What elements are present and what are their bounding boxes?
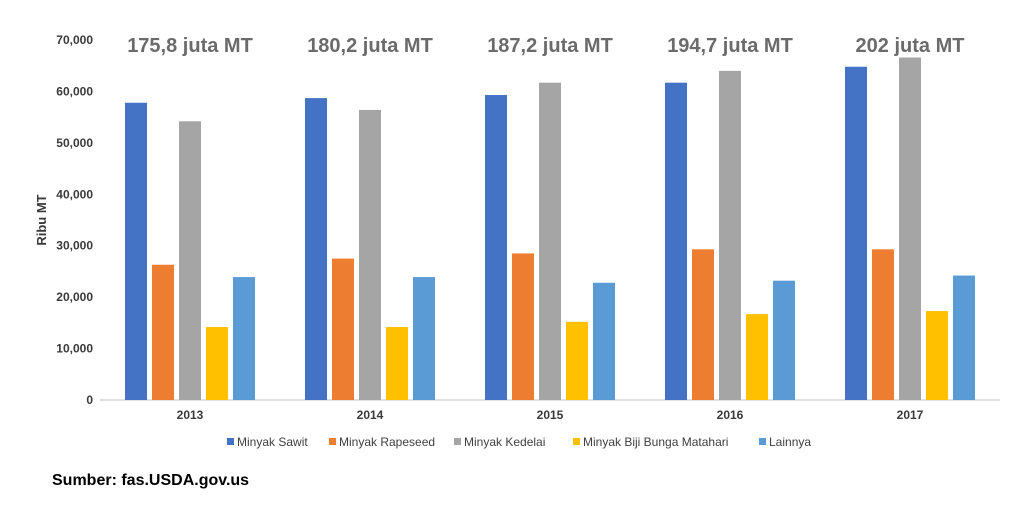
legend-swatch (227, 438, 234, 445)
bar-minyak-biji-bunga-matahari (746, 314, 768, 400)
y-tick-label: 30,000 (56, 239, 93, 253)
bar-minyak-sawit (125, 102, 147, 400)
bar-minyak-biji-bunga-matahari (926, 311, 948, 400)
total-annotation: 194,7 juta MT (667, 35, 793, 57)
y-tick-label: 0 (86, 393, 93, 407)
bar-minyak-sawit (305, 98, 327, 400)
x-tick-label: 2013 (177, 408, 204, 422)
bar-minyak-kedelai (539, 82, 561, 400)
bar-minyak-rapeseed (872, 249, 894, 400)
y-tick-label: 40,000 (56, 187, 93, 201)
x-tick-label: 2015 (537, 408, 564, 422)
bar-lainnya (593, 282, 615, 400)
bar-minyak-biji-bunga-matahari (206, 326, 228, 400)
x-tick-label: 2016 (717, 408, 744, 422)
y-tick-label: 20,000 (56, 290, 93, 304)
bar-minyak-sawit (845, 66, 867, 400)
bar-minyak-kedelai (899, 57, 921, 400)
total-annotation: 180,2 juta MT (307, 35, 433, 57)
bar-minyak-rapeseed (152, 264, 174, 400)
total-annotation: 175,8 juta MT (127, 35, 253, 57)
bar-minyak-kedelai (179, 121, 201, 400)
x-tick-label: 2014 (357, 408, 384, 422)
legend-swatch (573, 438, 580, 445)
bar-lainnya (413, 277, 435, 400)
y-tick-label: 50,000 (56, 136, 93, 150)
y-tick-label: 60,000 (56, 84, 93, 98)
legend-swatch (759, 438, 766, 445)
bar-lainnya (953, 275, 975, 400)
legend-label: Minyak Biji Bunga Matahari (583, 435, 728, 449)
total-annotation: 187,2 juta MT (487, 35, 613, 57)
bar-minyak-biji-bunga-matahari (386, 326, 408, 400)
bar-minyak-rapeseed (332, 258, 354, 400)
legend-swatch (454, 438, 461, 445)
source-note: Sumber: fas.USDA.gov.us (52, 472, 250, 489)
legend-label: Minyak Kedelai (464, 435, 545, 449)
bar-minyak-sawit (665, 82, 687, 400)
bar-minyak-kedelai (359, 109, 381, 400)
legend-label: Lainnya (769, 435, 811, 449)
y-axis-label: Ribu MT (34, 194, 49, 245)
x-tick-label: 2017 (897, 408, 924, 422)
bar-minyak-sawit (485, 95, 507, 401)
y-tick-label: 10,000 (56, 342, 93, 356)
y-tick-label: 70,000 (56, 33, 93, 47)
total-annotation: 202 juta MT (856, 35, 965, 57)
bar-minyak-rapeseed (692, 249, 714, 400)
bar-minyak-kedelai (719, 70, 741, 400)
legend-swatch (329, 438, 336, 445)
legend-label: Minyak Sawit (237, 435, 308, 449)
legend-label: Minyak Rapeseed (339, 435, 435, 449)
bar-lainnya (233, 277, 255, 400)
bar-minyak-rapeseed (512, 253, 534, 400)
bar-lainnya (773, 280, 795, 400)
bar-minyak-biji-bunga-matahari (566, 321, 588, 400)
